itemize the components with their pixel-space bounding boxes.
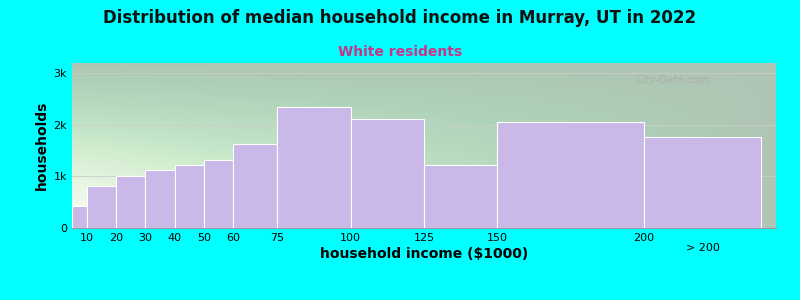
Bar	[86, 186, 116, 228]
Text: City-Data.com: City-Data.com	[635, 74, 710, 85]
Bar	[146, 170, 174, 228]
Bar	[278, 107, 350, 228]
Bar	[72, 206, 86, 228]
Bar	[644, 137, 762, 228]
Bar	[234, 145, 278, 228]
X-axis label: household income ($1000): household income ($1000)	[320, 247, 528, 261]
Bar	[424, 165, 498, 228]
Bar	[174, 165, 204, 228]
Text: > 200: > 200	[686, 243, 720, 253]
Y-axis label: households: households	[35, 101, 50, 190]
Text: Distribution of median household income in Murray, UT in 2022: Distribution of median household income …	[103, 9, 697, 27]
Bar	[498, 122, 644, 228]
Bar	[116, 176, 146, 228]
Text: White residents: White residents	[338, 45, 462, 59]
Bar	[350, 119, 424, 228]
Bar	[204, 160, 234, 228]
